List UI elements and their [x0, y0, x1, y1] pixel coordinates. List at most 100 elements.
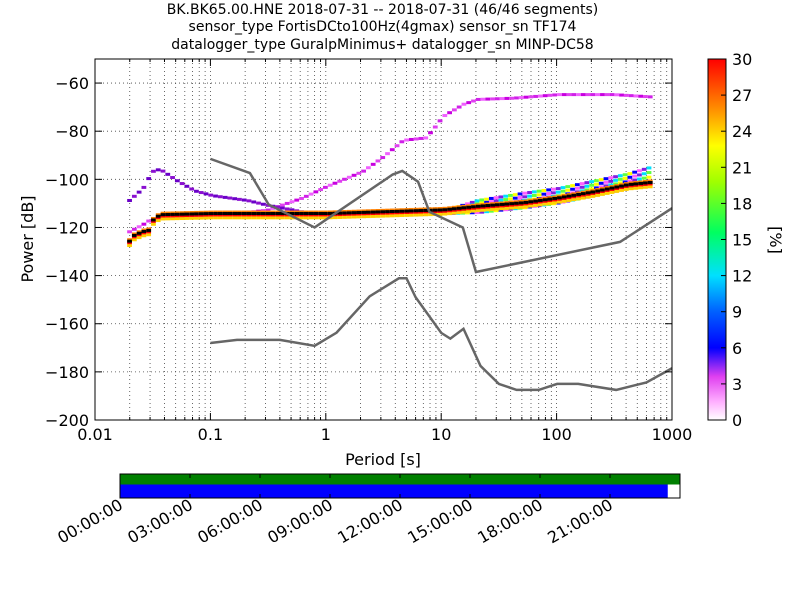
density-cell: [203, 216, 209, 220]
density-cell: [313, 190, 319, 194]
density-cell: [557, 200, 562, 204]
x-tick-label: 1: [321, 425, 331, 444]
density-cell: [232, 197, 238, 201]
density-cell: [227, 211, 233, 215]
density-cell: [522, 195, 528, 199]
density-cell: [475, 209, 481, 213]
density-cell: [155, 168, 161, 172]
density-cell: [632, 178, 638, 182]
density-cell: [514, 206, 519, 210]
density-cell: [418, 213, 424, 217]
density-cell: [203, 192, 209, 196]
density-cell: [280, 211, 285, 215]
density-cell: [404, 209, 409, 213]
density-cell: [337, 211, 343, 215]
density-cell: [194, 212, 199, 216]
density-cell: [488, 196, 494, 200]
colorbar-tick-label: 9: [732, 303, 742, 322]
density-cell: [303, 211, 309, 215]
colorbar-tick-label: 12: [732, 267, 752, 286]
density-cell: [555, 190, 561, 194]
colorbar-label: [%]: [766, 226, 785, 254]
density-cell: [628, 187, 634, 191]
density-cell: [131, 194, 137, 198]
density-cell: [375, 159, 381, 163]
density-cell: [466, 210, 472, 214]
density-cell: [418, 209, 424, 213]
density-cell: [194, 216, 199, 220]
x-tick-label: 100: [541, 425, 572, 444]
density-cell: [542, 202, 548, 206]
density-cell: [485, 208, 491, 212]
density-cell: [323, 185, 328, 189]
density-cell: [622, 176, 628, 180]
density-cell: [131, 227, 137, 231]
density-cell: [471, 209, 476, 213]
density-cell: [342, 177, 347, 181]
density-cell: [646, 166, 652, 170]
density-cell: [566, 93, 572, 97]
density-cell: [613, 178, 618, 182]
density-cell: [237, 216, 242, 220]
density-cell: [647, 185, 653, 189]
density-cell: [184, 212, 190, 216]
density-cell: [222, 211, 228, 215]
density-cell: [203, 212, 209, 216]
density-cell: [647, 180, 653, 184]
processed-coverage-bar: [120, 484, 668, 498]
density-cell: [299, 216, 304, 220]
density-cell: [580, 93, 586, 97]
density-cell: [303, 194, 309, 198]
density-cell: [547, 93, 553, 97]
density-cell: [474, 211, 480, 215]
density-cell: [389, 148, 395, 152]
density-cell: [256, 211, 261, 215]
density-cell: [246, 199, 252, 203]
density-cell: [627, 175, 633, 179]
density-cell: [541, 192, 547, 196]
density-cell: [518, 96, 524, 100]
density-cell: [498, 198, 504, 202]
density-cell: [294, 211, 300, 215]
density-cell: [327, 183, 333, 187]
density-cell: [394, 214, 400, 218]
density-cell: [643, 181, 648, 185]
density-cell: [603, 177, 609, 181]
density-cell: [356, 215, 362, 219]
density-cell: [594, 182, 599, 186]
density-cell: [608, 179, 614, 183]
density-cell: [518, 205, 524, 209]
density-cell: [552, 201, 558, 205]
density-cell: [399, 209, 405, 213]
density-cell: [613, 182, 618, 186]
density-cell: [361, 210, 367, 214]
density-cell: [499, 202, 505, 206]
density-cell: [504, 96, 510, 100]
density-cell: [480, 204, 486, 208]
x-axis-label: Period [s]: [345, 450, 421, 469]
density-cell: [251, 216, 257, 220]
density-cell: [380, 214, 386, 218]
density-cell: [451, 108, 457, 112]
density-cell: [479, 198, 485, 202]
density-cell: [356, 171, 362, 175]
density-cell: [485, 204, 491, 208]
density-cell: [604, 191, 610, 195]
density-cell: [619, 188, 624, 192]
density-cell: [580, 192, 586, 196]
density-cell: [638, 94, 644, 98]
density-cell: [509, 202, 515, 206]
density-cell: [633, 94, 639, 98]
density-cell: [408, 209, 414, 213]
density-cell: [280, 206, 285, 210]
density-cell: [531, 190, 537, 194]
density-cell: [499, 207, 505, 211]
y-tick-label: −80: [55, 122, 89, 141]
density-cell: [488, 200, 494, 204]
density-cell: [246, 216, 252, 220]
density-cell: [127, 230, 132, 234]
y-tick-label: −100: [45, 170, 89, 189]
density-cell: [579, 185, 585, 189]
y-tick-label: −160: [45, 315, 89, 334]
density-cell: [260, 202, 266, 206]
